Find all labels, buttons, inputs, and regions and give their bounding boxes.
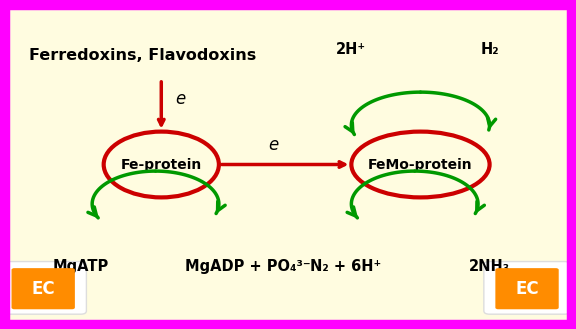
Text: MgADP + PO₄³⁻: MgADP + PO₄³⁻ [185,259,310,274]
Ellipse shape [104,132,219,197]
Text: 2NH₃: 2NH₃ [469,259,510,274]
FancyBboxPatch shape [484,262,570,314]
Text: FeMo-protein: FeMo-protein [368,158,473,171]
FancyBboxPatch shape [0,262,86,314]
Text: H₂: H₂ [480,42,499,57]
Text: N₂ + 6H⁺: N₂ + 6H⁺ [310,259,381,274]
Text: EC: EC [31,280,55,298]
Text: EC: EC [515,280,539,298]
Text: Ferredoxins, Flavodoxins: Ferredoxins, Flavodoxins [29,48,256,63]
Ellipse shape [351,132,490,197]
Text: e: e [268,136,279,154]
Text: 2H⁺: 2H⁺ [336,42,366,57]
Text: e: e [176,90,186,108]
Text: Fe-protein: Fe-protein [120,158,202,171]
FancyBboxPatch shape [12,268,75,309]
FancyBboxPatch shape [495,268,559,309]
Text: MgATP: MgATP [52,259,109,274]
